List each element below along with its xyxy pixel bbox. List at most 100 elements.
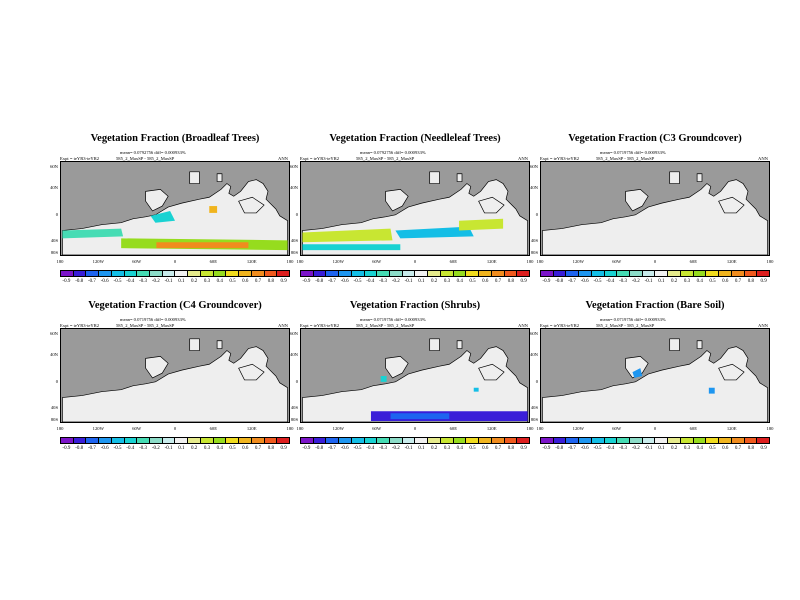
colorbar-swatch [642,271,656,276]
colorbar-swatch [757,438,769,443]
expt-label: Expt = teYR3-teYR2 [60,323,100,328]
colorbar-tick-label: 0.3 [443,446,451,451]
colorbar-swatch [491,438,505,443]
colorbar-tick-label: 0.9 [520,279,527,284]
longitude-label: 0 [413,259,417,264]
colorbar-swatch [541,438,554,443]
colorbar-swatch [111,271,125,276]
difference-patch [473,387,479,392]
colorbar-swatch [415,438,429,443]
colorbar-tick-label: 0.5 [709,446,716,451]
colorbar-tick-label: 0.6 [482,279,489,284]
colorbar-swatch [124,271,138,276]
colorbar-tick-label: -0.2 [151,279,160,284]
longitude-label: 180 [56,426,64,431]
colorbar-swatch [617,271,631,276]
colorbar-tick-label: -0.5 [113,279,122,284]
longitude-label: 180 [536,259,544,264]
colorbar-tick-label: 0.2 [191,446,198,451]
colorbar-swatch [579,438,592,443]
colorbar-tick-label: -0.2 [631,446,640,451]
expt-label: Expt = teYR3-teYR2 [60,156,100,161]
colorbar-swatch [264,438,278,443]
colorbar-tick-label: 0.5 [469,279,476,284]
colorbar-swatch [466,438,480,443]
colorbar-swatch [566,438,580,443]
colorbar-swatch [604,438,618,443]
colorbar-swatch [504,271,518,276]
latitude-label: 40N [530,185,538,190]
colorbar-tick-label: 0.3 [203,279,211,284]
longitude-label: 120E [486,259,497,264]
latitude-label: 80S [290,250,298,255]
colorbar-tick-label: -0.3 [619,279,627,284]
colorbar-swatch [150,438,163,443]
colorbar-tick-label: -0.8 [315,279,324,284]
map-panel: Vegetation Fraction (Shrubs) mean= 0.071… [290,300,533,470]
colorbar-swatch [504,438,518,443]
diff-label: 585_2_MaxSP - 585_2_MaxSP [116,156,175,161]
colorbar-swatch [351,438,365,443]
difference-patch [156,242,249,249]
colorbar-tick-label: -0.5 [593,446,602,451]
colorbar-swatch [553,271,567,276]
longitude-label: 120W [92,259,104,264]
colorbar-swatch [124,438,138,443]
colorbar-tick-label: 0.4 [696,446,703,451]
map-panel: Vegetation Fraction (Bare Soil) mean= 0.… [530,300,773,470]
longitude-label: 120E [726,259,737,264]
diff-label: 585_2_MaxSP - 585_2_MaxSP [356,323,415,328]
colorbar-tick-label: 0.9 [280,446,287,451]
colorbar-swatch [61,271,74,276]
colorbar [540,270,770,277]
colorbar-tick-label: -0.7 [567,446,576,451]
season-label: ANN [278,156,288,161]
colorbar [300,437,530,444]
season-label: ANN [278,323,288,328]
colorbar-tick-label: 0.5 [469,446,476,451]
map-area [60,161,290,256]
colorbar-tick-label: 0.4 [216,446,223,451]
longitude-label: 180 [296,259,304,264]
season-label: ANN [758,323,768,328]
colorbar-tick-label: -0.1 [404,279,413,284]
colorbar-tick-label: 0.8 [507,279,514,284]
colorbar-swatch [326,271,340,276]
colorbar-swatch [479,438,492,443]
colorbar [540,437,770,444]
colorbar-swatch [301,271,314,276]
colorbar-tick-label: 0.4 [456,279,463,284]
colorbar-swatch [351,271,365,276]
longitude-label: 180 [286,426,294,431]
longitude-label: 120W [332,259,344,264]
colorbar-tick-label: 0.8 [267,446,274,451]
colorbar-tick-label: -0.7 [567,279,576,284]
colorbar-tick-label: -0.3 [379,446,387,451]
colorbar-swatch [188,438,201,443]
land-outline [145,189,169,212]
land-outline [238,196,265,214]
colorbar-tick-label: -0.9 [62,279,71,284]
land-outline [669,338,680,351]
land-outline [385,356,409,379]
colorbar-swatch [226,438,240,443]
colorbar-tick-label: 0.5 [709,279,716,284]
colorbar-swatch [440,438,454,443]
longitude-label: 120E [726,426,737,431]
colorbar-tick-label: 0.4 [696,279,703,284]
longitude-label: 60E [689,259,697,264]
longitude-label: 120E [246,259,257,264]
colorbar-tick-label: 0.3 [683,279,691,284]
land-outline [216,173,223,182]
land-outline [238,363,265,381]
map-canvas [62,338,288,422]
colorbar [60,270,290,277]
latitude-label: 60N [50,331,58,336]
colorbar-tick-label: -0.6 [100,446,109,451]
longitude-label: 60W [372,259,382,264]
longitude-label: 60W [612,426,622,431]
longitude-label: 60E [689,426,697,431]
map-panel: Vegetation Fraction (Needleleaf Trees) m… [290,133,533,303]
colorbar-tick-label: 0.7 [494,446,502,451]
difference-patch [632,368,643,378]
